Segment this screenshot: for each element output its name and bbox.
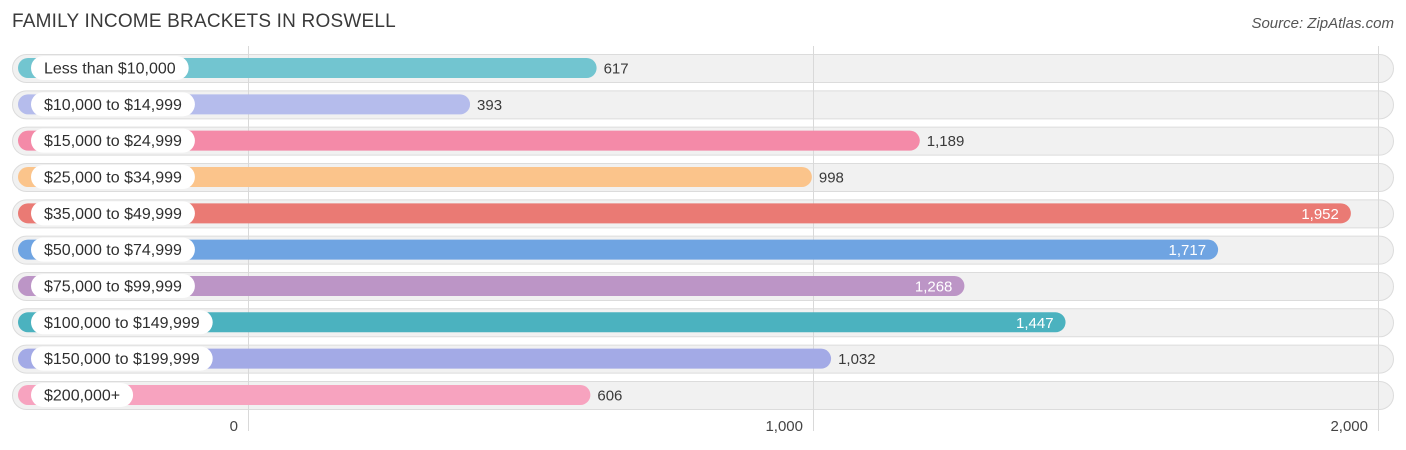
value-label: 1,268 (915, 278, 953, 295)
bar-row: $10,000 to $14,999 393 (18, 92, 502, 117)
bar (18, 130, 920, 151)
bar (18, 166, 812, 187)
bar-row: $100,000 to $149,999 1,447 (18, 310, 1066, 335)
category-pill (31, 382, 134, 407)
x-axis-ticks: 0 1,000 2,000 (230, 418, 1368, 435)
chart-title: FAMILY INCOME BRACKETS IN ROSWELL (12, 11, 396, 32)
bars: Less than $10,000 617 $10,000 to $14,999 39… (18, 56, 1351, 407)
bar (18, 239, 1219, 260)
value-label: 1,032 (838, 351, 876, 368)
bar-row: $35,000 to $49,999 1,952 (18, 201, 1351, 226)
category-label: $10,000 to $14,999 (44, 97, 182, 114)
category-pill (31, 92, 195, 117)
value-label: 617 (604, 61, 629, 78)
value-label: 1,189 (927, 133, 965, 150)
category-pill (31, 128, 195, 153)
bar (18, 312, 1066, 333)
value-label: 1,952 (1301, 206, 1339, 223)
category-pill (31, 201, 195, 226)
category-pill (31, 164, 195, 189)
category-pill (31, 237, 195, 262)
value-label: 393 (477, 97, 502, 114)
category-label: $75,000 to $99,999 (44, 278, 182, 295)
category-label: $100,000 to $149,999 (44, 315, 200, 332)
bar (18, 384, 591, 405)
bar-row: $150,000 to $199,999 1,032 (18, 346, 876, 371)
bar (18, 203, 1351, 224)
bar-row: $200,000+ 606 (18, 382, 622, 407)
bar (18, 275, 965, 296)
category-label: $35,000 to $49,999 (44, 206, 182, 223)
category-pill (31, 346, 213, 371)
bar (18, 348, 832, 369)
category-pill (31, 310, 213, 335)
category-label: $15,000 to $24,999 (44, 133, 182, 150)
bar-row: $25,000 to $34,999 998 (18, 164, 844, 189)
x-tick-label: 0 (230, 418, 238, 435)
category-pill (31, 273, 195, 298)
chart-source: Source: ZipAtlas.com (1251, 15, 1394, 32)
category-label: $150,000 to $199,999 (44, 351, 200, 368)
bar-row: $15,000 to $24,999 1,189 (18, 128, 965, 153)
category-label: $50,000 to $74,999 (44, 242, 182, 259)
value-label: 1,717 (1169, 242, 1207, 259)
category-label: $200,000+ (44, 387, 120, 404)
bar-row: $75,000 to $99,999 1,268 (18, 273, 965, 298)
bar-row: $50,000 to $74,999 1,717 (18, 237, 1219, 262)
x-tick-label: 1,000 (765, 418, 803, 435)
value-label: 998 (819, 169, 844, 186)
category-pill (31, 56, 189, 80)
value-label: 606 (597, 387, 622, 404)
x-tick-label: 2,000 (1330, 418, 1368, 435)
bar-row: Less than $10,000 617 (18, 56, 629, 80)
value-label: 1,447 (1016, 315, 1054, 332)
category-label: Less than $10,000 (44, 61, 176, 78)
category-label: $25,000 to $34,999 (44, 169, 182, 186)
